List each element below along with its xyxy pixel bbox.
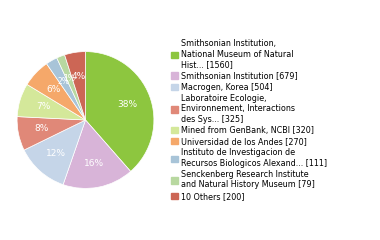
Text: 8%: 8% xyxy=(35,125,49,133)
Wedge shape xyxy=(24,120,86,185)
Text: 4%: 4% xyxy=(71,72,86,81)
Text: 2%: 2% xyxy=(57,77,70,86)
Text: 1%: 1% xyxy=(63,74,75,83)
Legend: Smithsonian Institution,
National Museum of Natural
Hist... [1560], Smithsonian : Smithsonian Institution, National Museum… xyxy=(171,39,327,201)
Wedge shape xyxy=(65,52,86,120)
Text: 38%: 38% xyxy=(117,100,137,109)
Wedge shape xyxy=(57,55,86,120)
Wedge shape xyxy=(63,120,131,188)
Wedge shape xyxy=(17,117,85,150)
Wedge shape xyxy=(47,58,86,120)
Text: 7%: 7% xyxy=(36,102,50,111)
Text: 12%: 12% xyxy=(46,149,66,158)
Text: 6%: 6% xyxy=(46,85,60,94)
Wedge shape xyxy=(86,52,154,171)
Text: 16%: 16% xyxy=(84,159,104,168)
Wedge shape xyxy=(27,64,86,120)
Wedge shape xyxy=(17,84,85,120)
